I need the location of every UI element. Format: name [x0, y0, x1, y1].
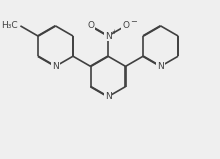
Text: N: N: [105, 92, 111, 101]
Text: O: O: [122, 21, 129, 30]
Text: H₃C: H₃C: [1, 21, 17, 30]
Text: +: +: [111, 29, 116, 35]
Text: N: N: [157, 62, 164, 71]
Text: O: O: [87, 21, 94, 30]
Text: N: N: [105, 31, 111, 41]
Text: −: −: [130, 17, 137, 26]
Text: N: N: [52, 62, 59, 71]
